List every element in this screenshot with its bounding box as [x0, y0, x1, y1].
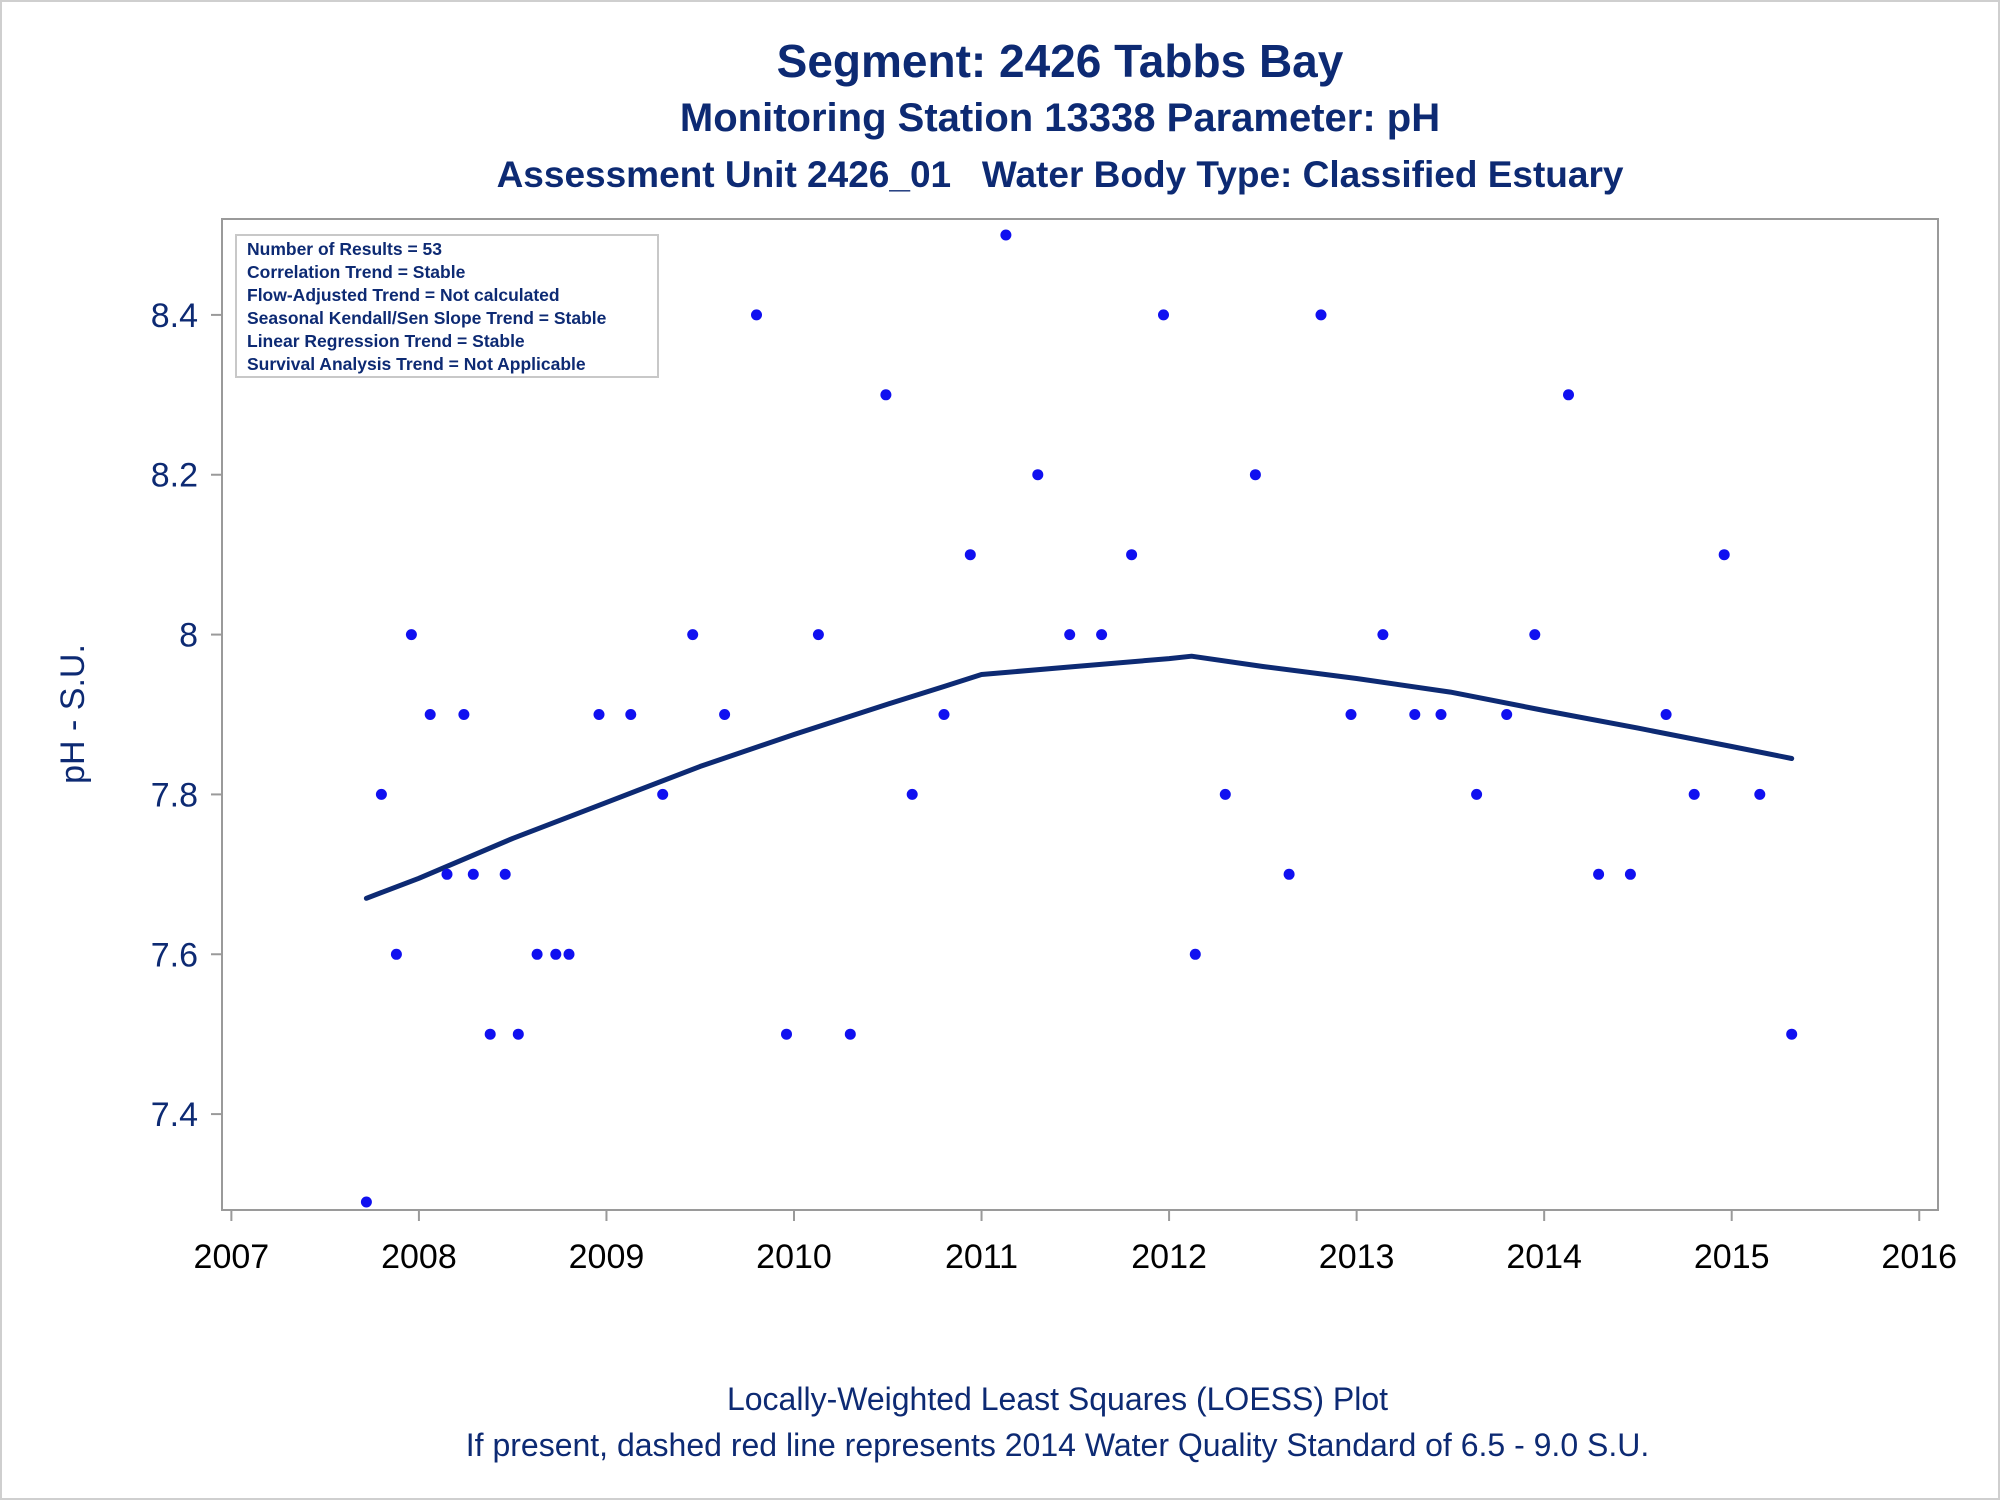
- x-tick-label: 2010: [756, 1238, 832, 1276]
- data-point: [467, 868, 479, 880]
- stat-linear-regression-trend: Linear Regression Trend = Stable: [247, 331, 525, 351]
- y-tick-label: 8.4: [151, 297, 198, 335]
- data-point: [1786, 1028, 1798, 1040]
- data-point: [964, 549, 976, 561]
- stat-survival-analysis-trend: Survival Analysis Trend = Not Applicable: [247, 354, 586, 374]
- x-tick-label: 2014: [1506, 1238, 1582, 1276]
- data-point: [781, 1028, 792, 1040]
- data-point: [657, 788, 669, 800]
- stat-flow-adjusted-trend: Flow-Adjusted Trend = Not calculated: [247, 285, 560, 305]
- data-point: [375, 788, 387, 800]
- data-point: [550, 948, 562, 960]
- trend-statistics-box: Number of Results = 53 Correlation Trend…: [235, 234, 659, 378]
- data-point: [751, 309, 762, 321]
- data-point: [563, 948, 575, 960]
- data-point: [1660, 709, 1672, 720]
- data-point: [405, 629, 417, 641]
- chart-subtitle-assessment: Assessment Unit 2426_01 Water Body Type:…: [496, 154, 1624, 195]
- y-tick-label: 7.8: [151, 776, 198, 814]
- stat-number-of-results: Number of Results = 53: [247, 239, 442, 259]
- y-axis-label: pH - S.U.: [54, 644, 92, 784]
- y-tick-label: 7.4: [151, 1096, 198, 1134]
- data-point: [1593, 868, 1605, 880]
- data-point: [1219, 788, 1231, 800]
- x-tick-label: 2007: [194, 1238, 270, 1276]
- data-point: [625, 709, 637, 720]
- data-point: [512, 1028, 524, 1040]
- data-point: [1126, 549, 1138, 561]
- data-point: [390, 948, 402, 960]
- data-point: [1249, 469, 1261, 481]
- data-point: [1032, 469, 1044, 481]
- data-point: [360, 1196, 372, 1208]
- data-points-layer: [360, 229, 1798, 1208]
- data-point: [1718, 549, 1730, 561]
- x-tick-label: 2013: [1319, 1238, 1395, 1276]
- data-point: [844, 1028, 856, 1040]
- data-point: [499, 868, 511, 880]
- footer-standard-note: If present, dashed red line represents 2…: [465, 1427, 1650, 1463]
- data-point: [484, 1028, 496, 1040]
- x-axis: 2007 2008 2009 2010 2011 2012 2013 2014 2015 2016: [194, 1210, 1957, 1276]
- y-tick-label: 7.6: [151, 936, 198, 974]
- data-point: [1754, 788, 1766, 800]
- chart-title: Segment: 2426 Tabbs Bay: [776, 35, 1344, 87]
- data-point: [719, 709, 731, 720]
- footer-loess-note: Locally-Weighted Least Squares (LOESS) P…: [726, 1381, 1389, 1417]
- y-tick-label: 8.2: [151, 457, 198, 495]
- data-point: [1345, 709, 1357, 720]
- x-tick-label: 2016: [1881, 1238, 1957, 1276]
- data-point: [1471, 788, 1483, 800]
- data-point: [531, 948, 543, 960]
- data-point: [938, 709, 950, 720]
- stat-seasonal-kendall-trend: Seasonal Kendall/Sen Slope Trend = Stabl…: [247, 308, 607, 328]
- trend-statistics-box-border: [235, 234, 659, 378]
- data-point: [1315, 309, 1327, 321]
- data-point: [1000, 229, 1012, 241]
- x-tick-label: 2009: [569, 1238, 645, 1276]
- data-point: [1409, 709, 1421, 720]
- data-point: [1377, 629, 1389, 641]
- loess-layer: [363, 653, 1795, 901]
- loess-curve: [363, 653, 1795, 901]
- y-axis: 7.4 7.6 7.8 8 8.2 8.4: [151, 297, 222, 1134]
- stat-correlation-trend: Correlation Trend = Stable: [247, 262, 466, 282]
- data-point: [1624, 868, 1636, 880]
- data-point: [458, 709, 470, 720]
- x-tick-label: 2012: [1131, 1238, 1207, 1276]
- y-tick-label: 8: [179, 617, 198, 655]
- plot-area: [221, 218, 1939, 1211]
- data-point: [1096, 629, 1108, 641]
- chart-subtitle-station: Monitoring Station 13338 Parameter: pH: [679, 96, 1441, 140]
- data-point: [1563, 389, 1574, 401]
- data-point: [1283, 868, 1295, 880]
- x-tick-label: 2011: [945, 1238, 1018, 1276]
- data-point: [812, 629, 824, 641]
- x-tick-label: 2015: [1694, 1238, 1770, 1276]
- data-point: [1688, 788, 1700, 800]
- x-tick-label: 2008: [381, 1238, 457, 1276]
- data-point: [1435, 709, 1447, 720]
- data-point: [1189, 948, 1201, 960]
- data-point: [880, 389, 892, 401]
- data-point: [906, 788, 918, 800]
- data-point: [593, 709, 605, 720]
- data-point: [1529, 629, 1541, 641]
- data-point: [441, 868, 453, 880]
- data-point: [1501, 709, 1513, 720]
- data-point: [687, 629, 699, 641]
- data-point: [424, 709, 436, 720]
- data-point: [1064, 629, 1076, 641]
- data-point: [1158, 309, 1169, 321]
